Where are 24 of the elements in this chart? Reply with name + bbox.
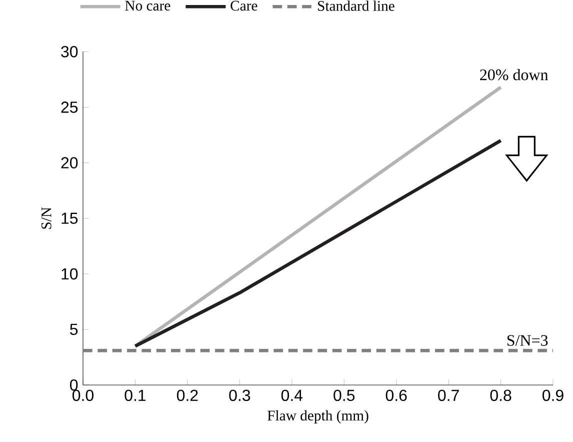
x-tick-label: 0.0 [72,390,94,402]
x-tick-label: 0.2 [176,390,198,402]
legend-label: Standard line [318,0,394,11]
x-axis-title: Flaw depth (mm) [268,410,368,424]
y-tick-label: 30 [61,46,78,58]
x-tick-label: 0.5 [334,390,355,402]
x-tick-label: 0.3 [229,390,250,402]
y-tick-label: 0 [70,379,78,391]
x-tick-label: 0.6 [386,390,407,402]
x-tick-label: 0.8 [490,390,512,402]
y-tick-label: 10 [62,268,78,280]
x-tick-label: 0.4 [281,390,303,402]
y-tick-label: 25 [61,102,78,113]
legend-label: Care [230,0,258,11]
y-axis-title: S/N [41,207,52,229]
legend-label: No care [125,0,170,11]
x-tick-label: 0.7 [438,390,459,402]
annotation: 20% down [480,68,548,80]
y-tick-label: 5 [70,324,78,336]
y-tick-label: 15 [62,212,78,224]
y-tick-label: 20 [61,157,78,168]
x-tick-label: 0.1 [124,390,146,402]
x-tick-label: 0.9 [542,390,564,402]
annotation: S/N=3 [507,335,548,346]
